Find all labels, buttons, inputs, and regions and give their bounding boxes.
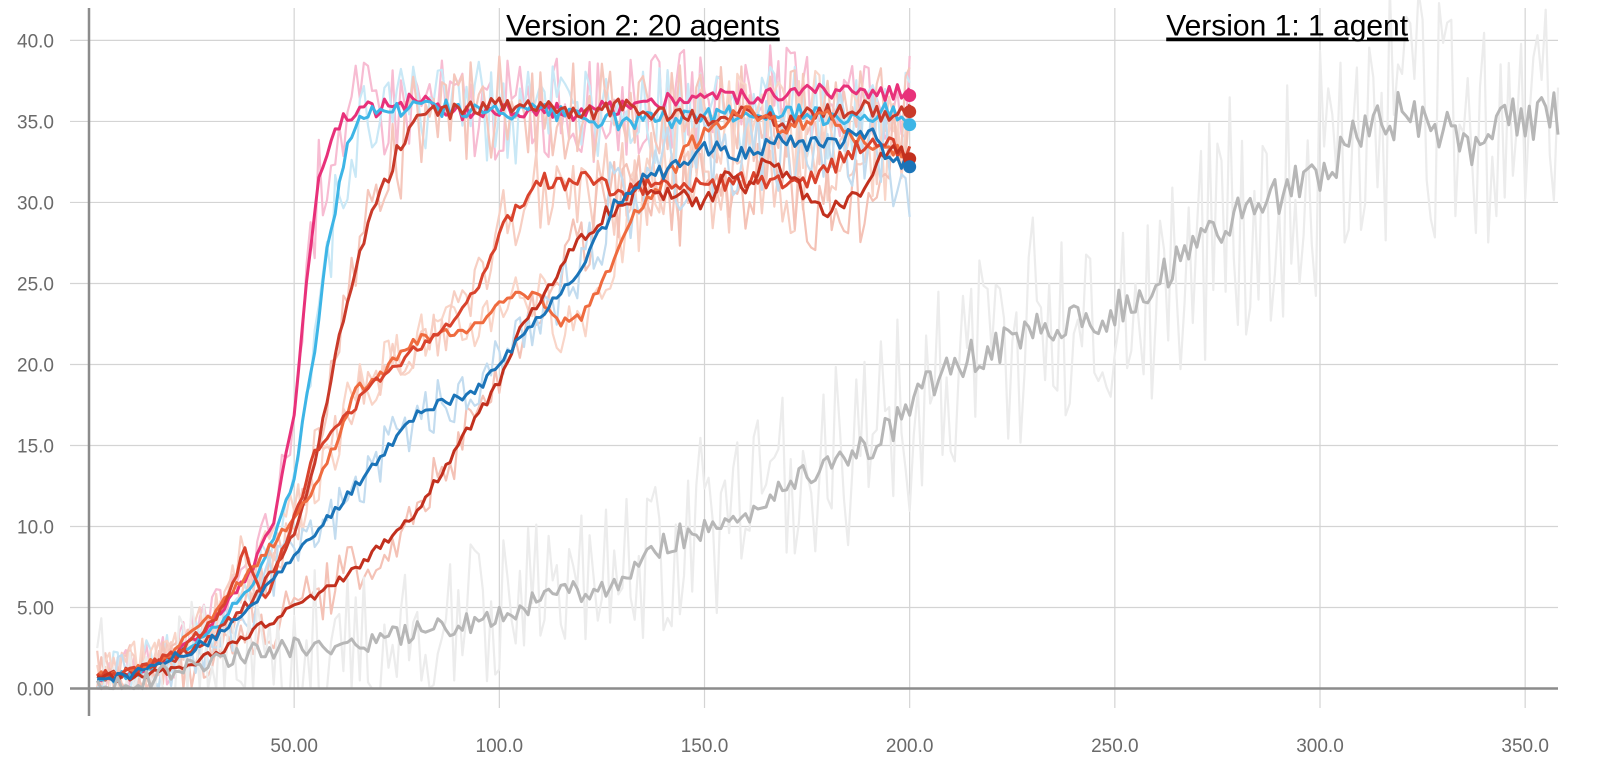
series-line: [96, 144, 911, 683]
y-tick-label: 20.0: [17, 355, 54, 376]
annotation-layer: Version 2: 20 agents Version 1: 1 agent: [506, 10, 1409, 43]
series-line: [96, 98, 911, 684]
raw-series-line: [96, 69, 911, 690]
y-tick-label: 30.0: [17, 193, 54, 214]
series-end-marker: [903, 89, 917, 102]
x-tick-label: 300.0: [1296, 736, 1344, 757]
x-tick-label: 50.00: [270, 736, 318, 757]
x-tick-label: 100.0: [476, 736, 524, 757]
y-tick-label: 10.0: [17, 518, 54, 539]
series-end-marker: [903, 160, 917, 174]
raw-series-line: [96, 89, 911, 690]
raw-series-line: [96, 0, 1560, 690]
series-line: [96, 105, 911, 682]
end-marker-layer: [903, 89, 917, 174]
y-tick-label: 25.0: [17, 274, 54, 295]
series-end-marker: [903, 105, 917, 119]
series-line: [95, 90, 1560, 691]
raw-series-line: [96, 95, 911, 690]
chart-annotation: Version 2: 20 agents: [506, 10, 780, 43]
axis-layer: [70, 8, 1558, 716]
series-end-marker: [903, 118, 917, 132]
series-line: [96, 136, 912, 680]
x-tick-label: 250.0: [1091, 736, 1139, 757]
x-tick-label: 150.0: [681, 736, 729, 757]
y-tick-label: 5.00: [17, 599, 54, 620]
y-tick-label: 40.0: [17, 31, 54, 52]
x-tick-label: 200.0: [886, 736, 934, 757]
chart-annotation: Version 1: 1 agent: [1166, 10, 1409, 43]
y-tick-label: 0.00: [17, 680, 54, 701]
y-tick-label: 35.0: [17, 112, 54, 133]
y-tick-label: 15.0: [17, 437, 54, 458]
x-tick-label: 350.0: [1501, 736, 1549, 757]
smoothed-series-layer: [95, 82, 1560, 691]
tick-label-layer: 0.00 5.00 10.0 15.0 20.0 25.0 30.0 35.0 40.0 50.0…: [17, 31, 1549, 757]
series-line: [97, 127, 911, 683]
